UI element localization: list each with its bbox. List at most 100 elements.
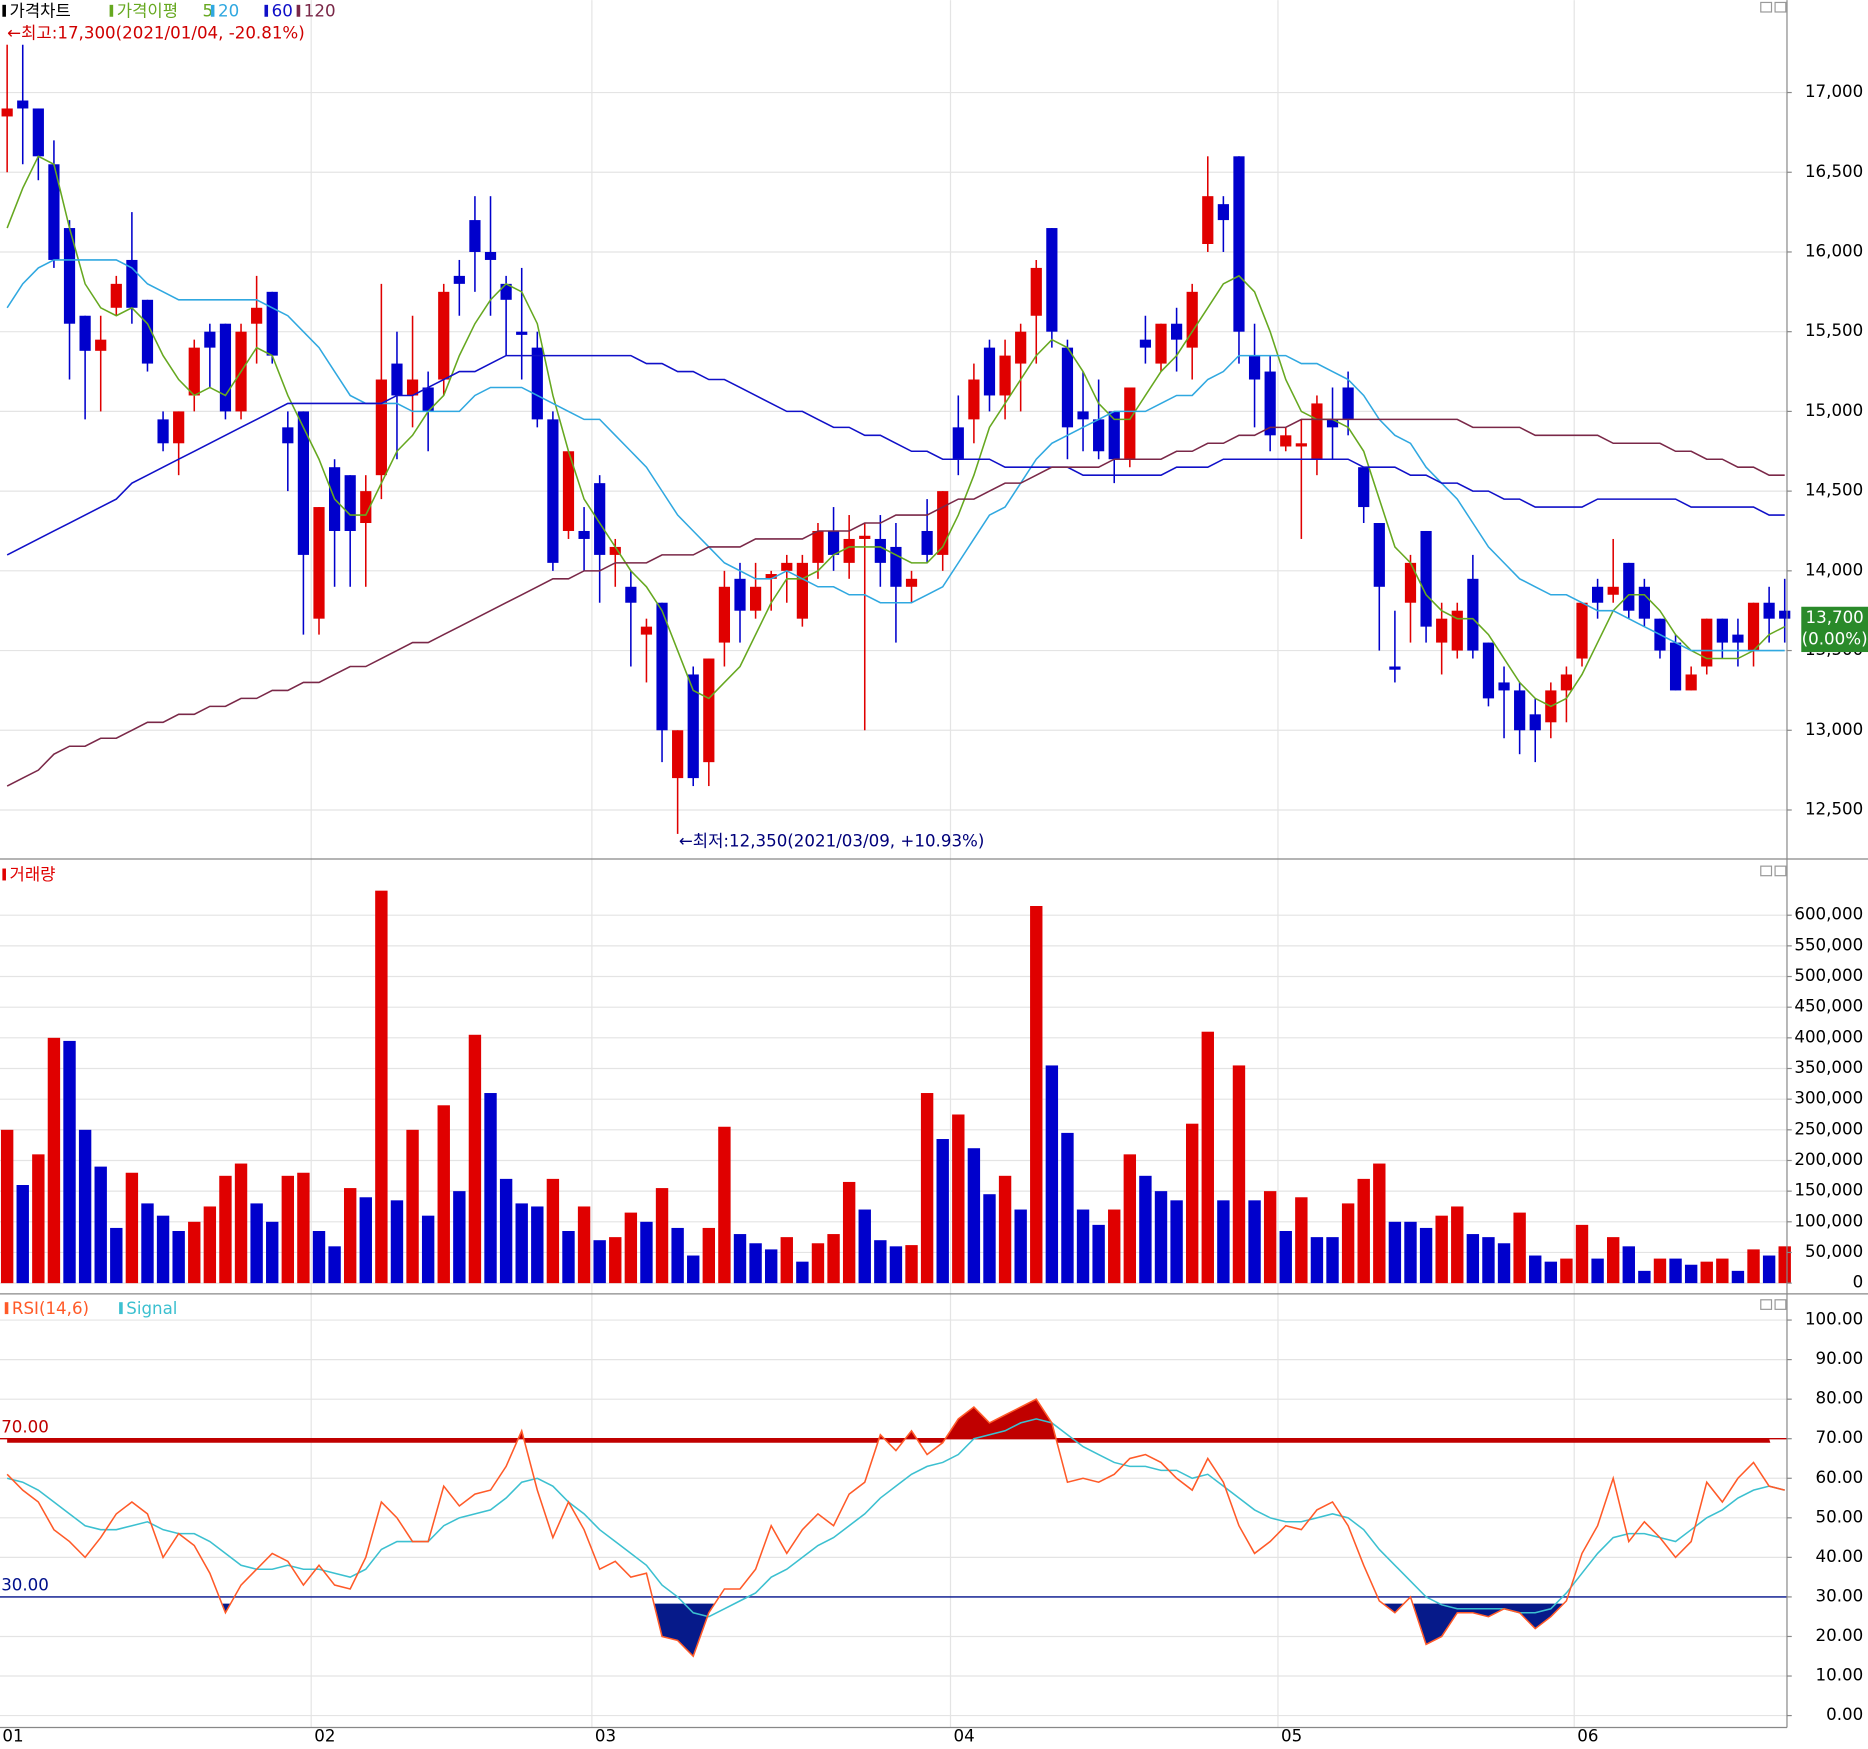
volume-bar	[1357, 1178, 1370, 1284]
window-button[interactable]	[1760, 1299, 1773, 1310]
candle-body	[297, 411, 310, 555]
volume-bar	[203, 1206, 217, 1284]
high-annotation: ←최고:17,300(2021/01/04, -20.81%)	[7, 23, 305, 42]
volume-bar	[1482, 1237, 1495, 1284]
candle-body	[656, 602, 668, 731]
y-tick-label: 350,000	[1794, 1058, 1863, 1077]
volume-bar	[1778, 1246, 1791, 1284]
candle-body	[1498, 682, 1510, 691]
candle-body	[609, 546, 621, 555]
volume-bar	[577, 1206, 591, 1284]
volume-bar	[1700, 1261, 1713, 1284]
candle-body	[937, 491, 949, 555]
candle-body	[1514, 690, 1526, 731]
x-tick-label: 06	[1577, 1727, 1598, 1746]
candle-body	[63, 228, 76, 324]
y-tick-label: 0.00	[1826, 1705, 1863, 1724]
volume-bar	[94, 1166, 107, 1284]
rsi-line	[6, 1398, 1785, 1658]
volume-bar	[499, 1178, 513, 1284]
candle-body	[827, 530, 840, 555]
chart-title: 거래량	[10, 865, 56, 884]
candle-body	[1373, 523, 1385, 587]
candle-body	[1, 108, 13, 117]
volume-bar	[1232, 1065, 1246, 1284]
y-tick-label: 100.00	[1805, 1310, 1863, 1329]
legend-label: 5	[203, 1, 214, 20]
window-button[interactable]	[1774, 1, 1787, 13]
candle-body	[952, 427, 964, 460]
window-button[interactable]	[1760, 865, 1773, 877]
legend-marker	[264, 4, 269, 17]
candle-body	[266, 291, 278, 356]
volume-bar	[1030, 906, 1043, 1284]
candle-body	[391, 363, 403, 396]
candle-body	[344, 475, 356, 531]
volume-bar	[1591, 1258, 1604, 1284]
volume-bar	[250, 1203, 263, 1284]
candle-body	[204, 331, 216, 348]
volume-bar	[531, 1206, 544, 1284]
volume-bar	[1513, 1212, 1526, 1284]
candle-body	[625, 586, 637, 603]
volume-bar	[421, 1215, 435, 1284]
legend-label: 가격이평	[117, 1, 178, 20]
level-label: 70.00	[1, 1417, 49, 1436]
volume-bar	[1529, 1255, 1542, 1284]
candle-body	[438, 291, 450, 380]
volume-bar	[141, 1203, 154, 1284]
volume-bar	[640, 1221, 653, 1284]
moving-average-line	[6, 418, 1785, 787]
oversold-fill	[221, 1603, 1564, 1657]
volume-bar	[983, 1194, 996, 1284]
y-tick-label: 550,000	[1794, 935, 1863, 954]
x-tick-label: 02	[314, 1727, 335, 1746]
y-tick-label: 90.00	[1816, 1349, 1864, 1368]
candle-body	[1482, 642, 1495, 699]
legend-label: 120	[304, 1, 336, 20]
candle-body	[1015, 331, 1027, 364]
legend-label: Signal	[126, 1299, 177, 1318]
candle-body	[1420, 530, 1432, 627]
volume-bar	[1263, 1191, 1277, 1284]
volume-bar	[1560, 1258, 1573, 1284]
volume-bar	[1731, 1270, 1745, 1284]
volume-bar	[390, 1200, 404, 1284]
volume-bar	[889, 1246, 903, 1284]
volume-bar	[125, 1172, 139, 1284]
volume-bar	[1653, 1258, 1667, 1284]
candle-body	[1701, 618, 1713, 667]
x-tick-label: 05	[1281, 1727, 1302, 1746]
volume-bar	[328, 1246, 341, 1284]
volume-bar	[1185, 1123, 1199, 1284]
volume-bar	[359, 1197, 372, 1284]
candle-body	[547, 419, 559, 563]
window-button[interactable]	[1774, 865, 1787, 877]
last-change-label: (0.00%)	[1802, 630, 1868, 649]
volume-bar	[562, 1231, 575, 1284]
window-button[interactable]	[1774, 1299, 1787, 1310]
candle-body	[1311, 403, 1323, 460]
candle-body	[1560, 674, 1573, 691]
volume-bar	[811, 1243, 825, 1284]
volume-bar	[266, 1221, 279, 1284]
signal-line	[6, 1418, 1785, 1618]
volume-bar	[453, 1191, 466, 1284]
volume-bar	[1076, 1209, 1090, 1284]
candle-body	[48, 164, 60, 260]
volume-bar	[1404, 1221, 1417, 1284]
candle-body	[890, 546, 902, 587]
candle-body	[640, 626, 653, 635]
candle-body	[375, 379, 387, 476]
volume-bar	[1622, 1246, 1635, 1284]
candle-body	[765, 574, 777, 579]
candle-body	[859, 535, 871, 539]
legend-marker	[296, 4, 301, 17]
candle-body	[453, 275, 465, 284]
window-button[interactable]	[1760, 1, 1773, 13]
volume-bar	[905, 1245, 918, 1284]
y-tick-label: 300,000	[1794, 1089, 1863, 1108]
volume-bar	[1092, 1224, 1105, 1284]
volume-bar	[702, 1227, 716, 1284]
